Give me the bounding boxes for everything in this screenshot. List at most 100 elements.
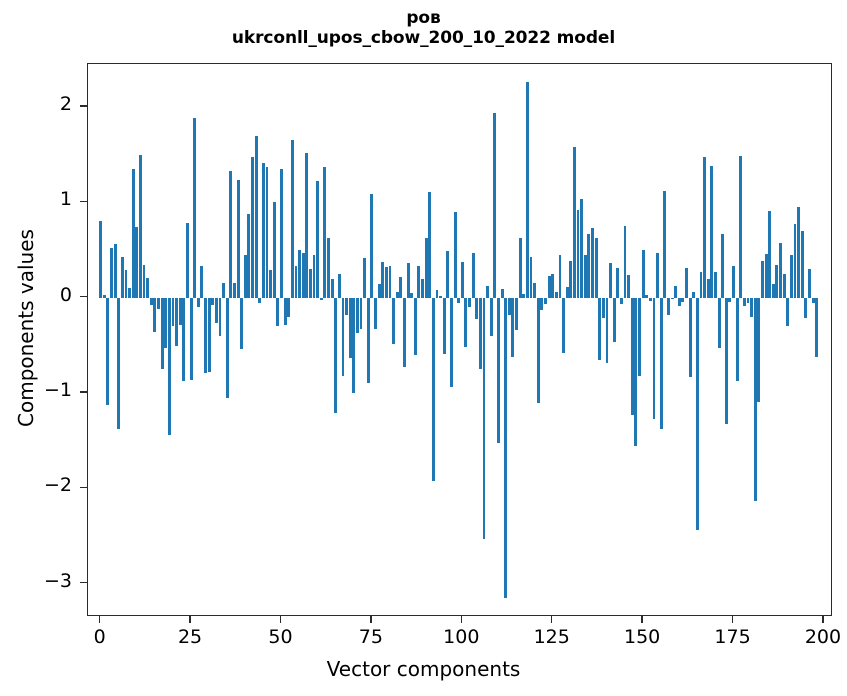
bar	[428, 191, 432, 298]
y-tick-mark	[80, 486, 87, 488]
bar	[337, 273, 341, 298]
bar	[576, 209, 580, 298]
y-tick-mark	[80, 295, 87, 298]
bar	[580, 199, 584, 298]
bar	[182, 297, 186, 381]
bar	[402, 297, 406, 368]
bar	[435, 289, 439, 298]
bar	[290, 140, 294, 298]
bar	[627, 274, 631, 298]
bar	[616, 268, 620, 298]
bar	[601, 297, 605, 318]
bar	[663, 190, 667, 298]
bar	[200, 266, 204, 298]
bar	[478, 297, 482, 370]
plot-area	[87, 63, 832, 616]
bar	[619, 297, 623, 305]
bar	[153, 297, 157, 332]
bar	[667, 297, 670, 315]
bar	[464, 297, 468, 348]
bar	[99, 221, 103, 298]
bar	[110, 248, 113, 298]
bar	[207, 297, 211, 372]
bar	[395, 291, 399, 298]
bar	[431, 297, 435, 481]
bar	[211, 297, 215, 306]
bar	[348, 297, 352, 358]
bar	[113, 244, 117, 298]
y-tick-mark	[80, 105, 87, 107]
bar	[768, 210, 772, 298]
x-tick-label: 50	[268, 626, 293, 648]
x-tick-mark	[460, 616, 462, 623]
bar	[341, 297, 345, 376]
bar	[638, 297, 641, 376]
bar	[106, 297, 110, 406]
bar	[384, 267, 388, 298]
bar	[453, 211, 457, 298]
bar	[374, 297, 377, 330]
bar	[233, 283, 236, 298]
bar	[800, 230, 804, 298]
x-tick-mark	[641, 616, 643, 623]
bar	[681, 297, 685, 303]
bar	[417, 266, 421, 298]
bar	[677, 297, 681, 307]
bar	[149, 297, 153, 306]
bar	[330, 278, 334, 298]
x-tick-mark	[822, 616, 824, 623]
bar	[475, 297, 479, 319]
y-tick-label: −3	[43, 569, 72, 592]
chart-title: ров ukrconll_upos_cbow_200_10_2022 model	[0, 8, 847, 48]
bar	[102, 294, 106, 298]
bar	[598, 297, 602, 360]
bar	[146, 277, 150, 298]
x-tick-label: 75	[358, 626, 383, 648]
bar	[446, 250, 450, 298]
bar	[377, 284, 381, 298]
bar	[547, 275, 551, 298]
bar	[674, 286, 678, 298]
bar	[287, 297, 291, 317]
bar	[703, 157, 707, 298]
bar-series	[88, 64, 831, 615]
chart-title-line-1: ров	[406, 8, 441, 28]
bar	[482, 297, 486, 539]
bar	[529, 256, 533, 298]
bar	[283, 297, 287, 326]
x-tick-mark	[731, 616, 734, 623]
bar	[652, 297, 656, 419]
bar	[388, 266, 392, 298]
bar	[117, 297, 121, 430]
bar	[612, 297, 616, 343]
bar	[714, 271, 717, 298]
bar	[692, 291, 696, 298]
bar	[301, 252, 305, 298]
bar	[742, 297, 746, 307]
bar	[493, 112, 497, 298]
bar	[732, 266, 735, 298]
bar	[294, 266, 298, 298]
bar	[735, 297, 739, 382]
bar	[511, 297, 515, 357]
bar	[370, 193, 374, 298]
bar	[645, 294, 649, 298]
bar	[750, 297, 754, 317]
bar	[392, 297, 396, 345]
bar	[609, 263, 613, 298]
bar	[551, 273, 555, 298]
bar	[497, 297, 500, 443]
bar	[699, 271, 703, 298]
bar	[695, 297, 699, 531]
bar	[688, 297, 692, 377]
bar	[272, 202, 276, 298]
bar	[500, 289, 504, 298]
y-tick-mark	[80, 391, 87, 393]
bar	[363, 257, 367, 298]
bar	[515, 297, 518, 330]
x-tick-mark	[551, 616, 553, 623]
bar	[634, 297, 638, 447]
bar	[251, 157, 254, 298]
bar	[670, 297, 674, 299]
bar	[334, 297, 338, 413]
